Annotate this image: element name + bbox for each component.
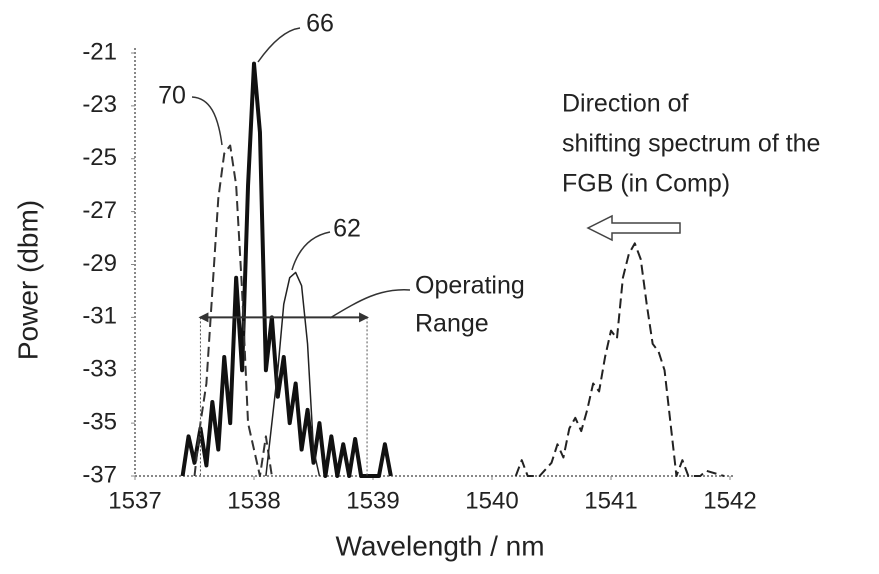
leader-66 — [257, 27, 301, 63]
annotation: Direction of — [562, 90, 688, 118]
y-tick-label: -21 — [82, 38, 117, 65]
y-axis-label: Power (dbm) — [12, 200, 43, 360]
annotation: FGB (in Comp) — [562, 170, 730, 198]
shift-arrow — [586, 214, 681, 242]
y-tick-label: -37 — [82, 461, 117, 488]
annotation: Range — [415, 310, 489, 338]
x-tick-label: 1538 — [227, 487, 280, 514]
y-tick-label: -23 — [82, 91, 117, 118]
x-tick-label: 1540 — [465, 487, 518, 514]
annotation: Operating — [415, 272, 525, 300]
annotation: 70 — [158, 82, 186, 110]
y-tick-label: -27 — [82, 197, 117, 224]
leader-operating — [329, 289, 411, 319]
x-tick-label: 1537 — [108, 487, 161, 514]
spectrum-line — [265, 271, 321, 477]
x-tick-label: 1541 — [584, 487, 637, 514]
leader-62 — [291, 231, 331, 271]
spectrum-line — [514, 242, 725, 477]
y-tick-label: -35 — [82, 408, 117, 435]
x-tick-label: 1542 — [703, 487, 756, 514]
annotation: 62 — [333, 215, 361, 243]
x-axis-label: Wavelength / nm — [335, 530, 544, 561]
y-tick-label: -29 — [82, 250, 117, 277]
spectrum-line — [180, 61, 393, 478]
x-tick-label: 1539 — [346, 487, 399, 514]
y-tick-label: -31 — [82, 303, 117, 330]
y-tick-label: -33 — [82, 356, 117, 383]
y-tick-label: -25 — [82, 144, 117, 171]
leader-70 — [191, 96, 223, 146]
spectrum-line — [193, 144, 273, 477]
annotation: shifting spectrum of the — [562, 130, 820, 158]
annotation: 66 — [306, 10, 334, 38]
